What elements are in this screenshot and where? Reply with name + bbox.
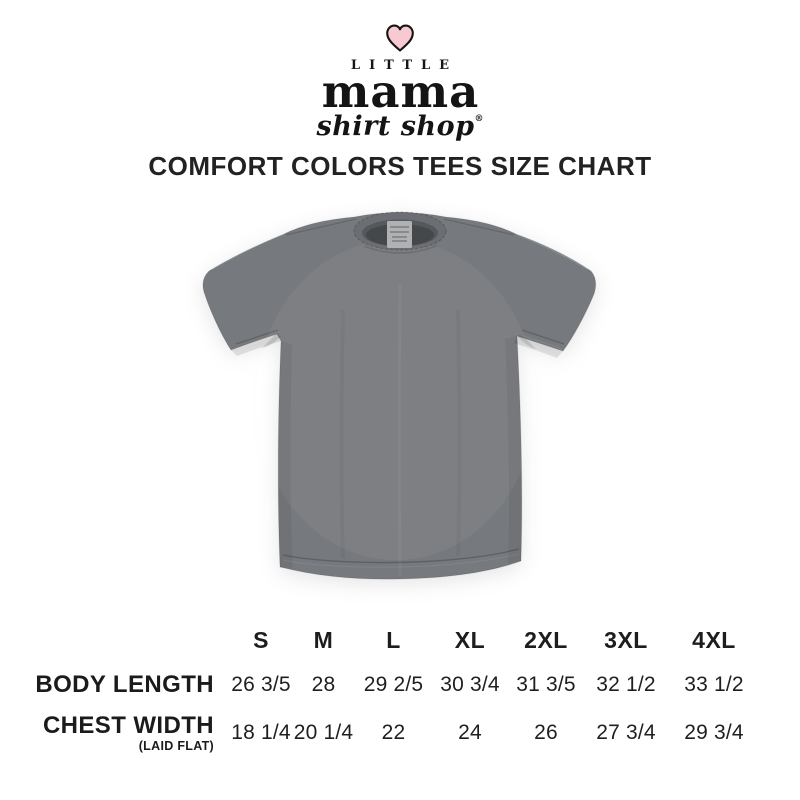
size-column-header-2xl: 2XL [524,626,568,653]
neck-label [387,221,412,248]
chest-width-value-l: 22 [381,721,406,744]
page-title: COMFORT COLORS TEES SIZE CHART [148,151,652,181]
chest-width-value-2xl: 26 [534,721,558,744]
body-length-value-s: 26 3/5 [231,673,291,696]
body-length-value-3xl: 32 1/2 [596,673,656,696]
body-length-value-xl: 30 3/4 [440,673,500,696]
chest-width-value-m: 20 1/4 [293,721,354,744]
brand-line-mama: mama [321,65,480,118]
heart-icon [386,24,414,52]
row-sublabel-laid-flat: (LAID FLAT) [138,738,214,753]
brand-line-little: LITTLE [350,58,459,73]
chest-width-value-s: 18 1/4 [231,721,291,744]
body-length-value-2xl: 31 3/5 [516,673,576,696]
body-length-value-4xl: 33 1/2 [684,673,744,696]
product-photo [0,190,800,610]
size-column-header-xl: XL [454,626,486,653]
size-table: S M L XL 2XL 3XL 4XL BODY LENGTH 26 3/5 … [30,617,760,759]
size-column-header-l: L [386,626,401,653]
brand-line-shirt-shop: shirt shop® [316,111,484,143]
size-column-header-m: M [313,626,334,653]
size-column-header-3xl: 3XL [604,626,648,653]
body-length-value-l: 29 2/5 [363,673,424,696]
tshirt-body [202,212,597,580]
registered-trademark: ® [474,114,484,125]
chest-width-value-3xl: 27 3/4 [596,721,656,744]
chest-width-value-xl: 24 [458,721,482,744]
size-column-header-s: S [253,626,269,653]
row-label-body-length: BODY LENGTH [35,671,214,699]
body-length-value-m: 28 [311,673,336,696]
brand-logo: LITTLE mama shirt shop® [0,24,800,143]
tshirt-image [202,211,597,580]
chest-width-value-4xl: 29 3/4 [684,721,744,744]
size-column-header-4xl: 4XL [692,626,736,653]
row-label-chest-width: CHEST WIDTH (LAID FLAT) [30,713,230,752]
